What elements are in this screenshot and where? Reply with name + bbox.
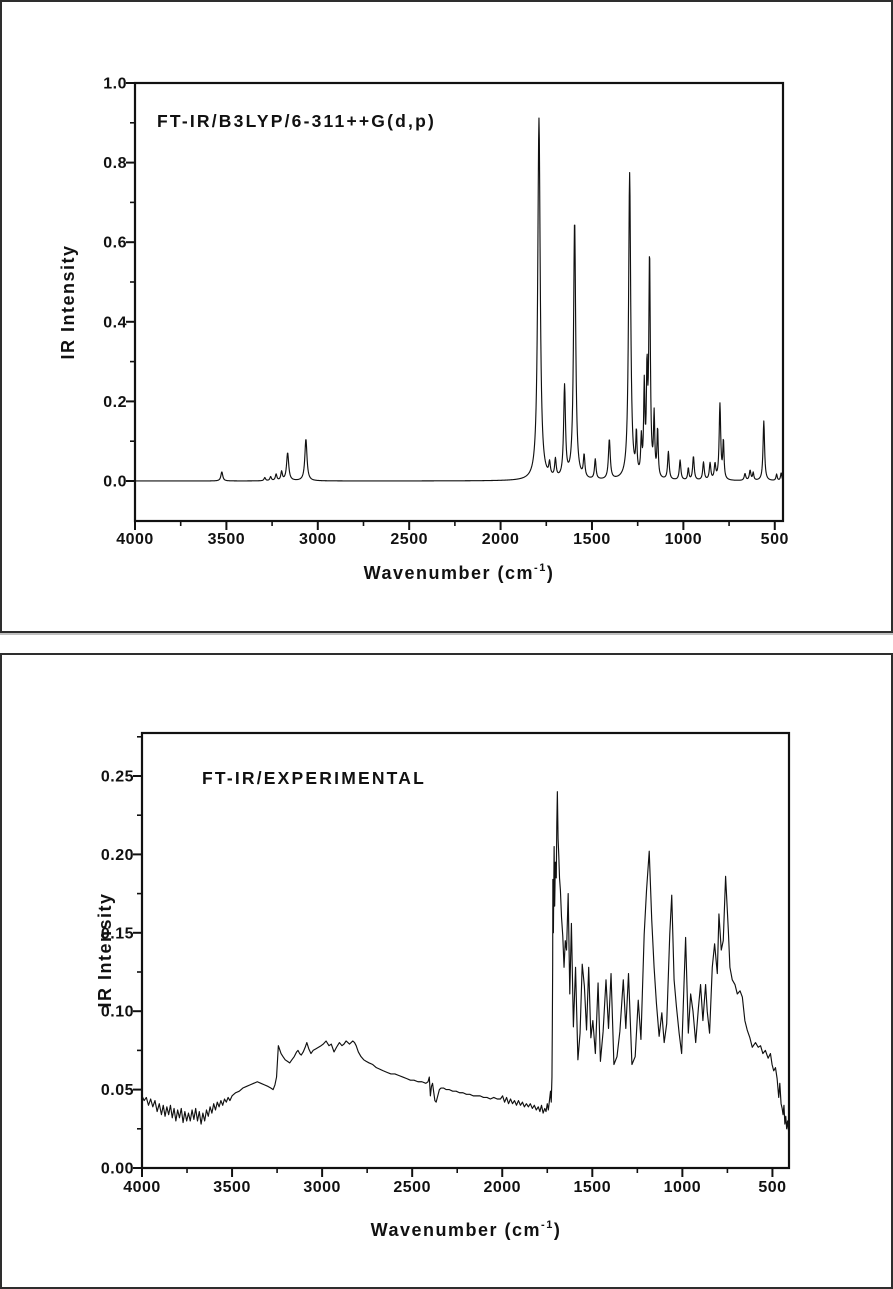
y-tick-label: 1.0: [103, 76, 127, 93]
computed-spectrum-panel: 4000 3500 3000 2500 2000 1500 1000 500 0.0 0.2 0.4…: [0, 0, 893, 633]
x-tick-label: 1000: [665, 531, 703, 548]
experimental-spectrum-curve: [141, 791, 790, 1131]
computed-plot-title: FT-IR/B3LYP/6-311++G(d,p): [157, 111, 436, 131]
x-tick-label: 2000: [482, 531, 520, 548]
y-tick-label: 0.15: [101, 925, 134, 942]
y-tick-label: 0.8: [103, 155, 127, 172]
computed-spectrum-chart: 4000 3500 3000 2500 2000 1500 1000 500 0.0 0.2 0.4…: [58, 76, 789, 584]
x-tick-label: 1500: [573, 531, 611, 548]
y-tick-label: 0.00: [101, 1161, 134, 1178]
y-tick-label: 0.25: [101, 769, 134, 786]
experimental-axes: 4000 3500 3000 2500 2000 1500 1000 500 0.00 0.05 0…: [101, 731, 791, 1196]
y-tick-label: 0.6: [103, 235, 127, 252]
y-tick-label: 0.10: [101, 1004, 134, 1021]
computed-y-axis-title: IR Intensity: [58, 244, 78, 359]
experimental-spectrum-chart: 4000 3500 3000 2500 2000 1500 1000 500 0.00 0.05 0…: [95, 731, 791, 1240]
x-tick-label: 2000: [483, 1179, 521, 1196]
x-tick-label: 1500: [574, 1179, 612, 1196]
x-tick-label: 500: [758, 1179, 786, 1196]
x-tick-label: 3000: [299, 531, 337, 548]
y-tick-label: 0.2: [103, 394, 127, 411]
y-tick-label: 0.20: [101, 847, 134, 864]
x-tick-label: 500: [761, 531, 789, 548]
computed-axes: 4000 3500 3000 2500 2000 1500 1000 500 0.0 0.2 0.4…: [103, 76, 789, 549]
plot-frame: [140, 731, 791, 1170]
x-tick-label: 3000: [303, 1179, 341, 1196]
x-tick-label: 4000: [123, 1179, 161, 1196]
y-tick-label: 0.05: [101, 1082, 134, 1099]
x-tick-label: 2500: [393, 1179, 431, 1196]
experimental-x-axis-title: Wavenumber (cm-1): [371, 1219, 562, 1240]
experimental-spectrum-panel: 4000 3500 3000 2500 2000 1500 1000 500 0.00 0.05 0…: [0, 653, 893, 1289]
experimental-plot-title: FT-IR/EXPERIMENTAL: [202, 768, 426, 788]
experimental-y-axis-title: IR Intensity: [95, 892, 115, 1007]
plot-frame: [133, 81, 785, 523]
y-tick-label: 0.0: [103, 474, 127, 491]
y-tick-label: 0.4: [103, 314, 127, 331]
x-tick-label: 2500: [390, 531, 428, 548]
x-tick-label: 1000: [664, 1179, 702, 1196]
x-tick-label: 3500: [208, 531, 246, 548]
computed-spectrum-curve: [134, 117, 784, 482]
x-tick-label: 4000: [116, 531, 154, 548]
computed-x-axis-title: Wavenumber (cm-1): [364, 562, 555, 583]
x-tick-label: 3500: [213, 1179, 251, 1196]
